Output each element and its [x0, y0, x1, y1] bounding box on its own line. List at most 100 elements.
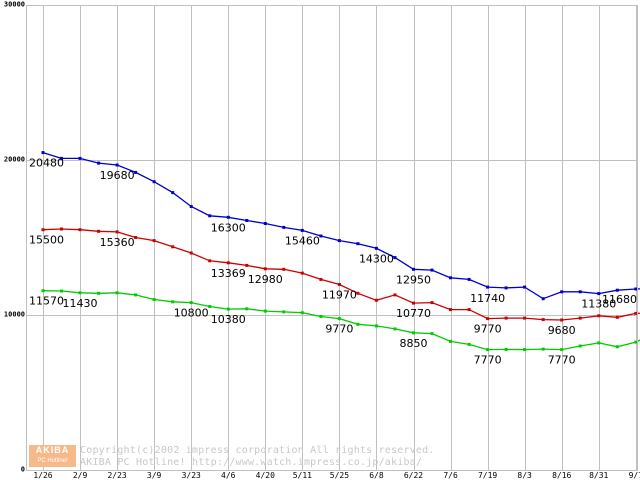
- data-point-blue: [319, 234, 323, 238]
- data-point-red: [560, 318, 564, 322]
- data-label-green: 9770: [325, 323, 353, 336]
- x-tick-label: 8/31: [589, 471, 608, 480]
- data-point-blue: [634, 287, 638, 291]
- x-tick-label: 2/23: [107, 471, 126, 480]
- y-tick-label: 20000: [4, 156, 25, 164]
- x-tick-label: 5/11: [293, 471, 312, 480]
- data-point-red: [374, 298, 378, 302]
- data-point-green: [634, 340, 638, 344]
- data-point-blue: [430, 268, 434, 272]
- data-point-red: [60, 227, 63, 231]
- data-point-red: [115, 230, 119, 234]
- data-point-red: [171, 245, 175, 249]
- data-point-red: [208, 259, 212, 263]
- x-tick-label: 6/8: [369, 471, 384, 480]
- data-point-green: [78, 291, 82, 295]
- data-point-green: [97, 291, 101, 295]
- data-point-green: [319, 315, 323, 318]
- data-point-red: [263, 267, 267, 271]
- data-point-green: [226, 307, 230, 311]
- data-point-green: [115, 291, 119, 295]
- data-point-blue: [245, 219, 249, 222]
- data-point-green: [449, 339, 452, 343]
- x-tick-label: 9/7: [629, 471, 640, 480]
- data-point-blue: [393, 256, 397, 260]
- x-tick-label: 7/19: [478, 471, 497, 480]
- data-label-green: 8850: [400, 337, 428, 350]
- data-point-blue: [208, 214, 212, 218]
- x-tick-label: 4/20: [256, 471, 275, 480]
- data-point-red: [615, 315, 619, 319]
- data-point-blue: [134, 170, 138, 174]
- data-point-red: [430, 301, 434, 305]
- data-point-green: [467, 342, 471, 346]
- data-label-blue: 11380: [581, 298, 616, 311]
- data-point-red: [41, 228, 45, 232]
- x-tick-label: 3/9: [147, 471, 162, 480]
- data-label-red: 12980: [248, 273, 283, 286]
- data-label-green: 11430: [63, 297, 98, 310]
- data-point-red: [486, 317, 490, 321]
- data-point-blue: [449, 276, 452, 280]
- data-point-green: [597, 341, 601, 345]
- data-point-red: [504, 316, 508, 320]
- data-point-blue: [374, 246, 378, 250]
- data-point-green: [263, 309, 267, 313]
- data-point-green: [245, 307, 249, 311]
- data-point-blue: [412, 267, 415, 271]
- x-tick-label: 1/26: [33, 471, 52, 480]
- data-label-red: 9770: [474, 323, 502, 336]
- data-point-green: [189, 301, 193, 305]
- data-point-blue: [60, 156, 63, 160]
- data-point-red: [319, 277, 323, 281]
- data-label-green: 10800: [174, 307, 209, 320]
- data-point-red: [337, 283, 341, 286]
- data-point-red: [245, 263, 249, 267]
- data-point-green: [134, 293, 138, 297]
- x-tick-label: 4/6: [221, 471, 236, 480]
- data-label-blue: 14300: [359, 252, 394, 265]
- data-point-green: [541, 347, 545, 351]
- data-point-red: [467, 308, 471, 312]
- data-label-green: 11570: [29, 295, 64, 308]
- data-point-blue: [282, 225, 286, 229]
- data-label-red: 11970: [322, 289, 357, 302]
- data-point-red: [189, 251, 193, 255]
- data-point-red: [523, 316, 527, 320]
- data-point-green: [504, 347, 508, 351]
- data-point-green: [486, 348, 490, 352]
- data-point-red: [449, 308, 452, 312]
- data-label-blue: 20480: [29, 157, 64, 170]
- data-point-blue: [226, 215, 230, 219]
- data-point-red: [597, 314, 601, 318]
- data-label-green: 7770: [474, 354, 502, 367]
- data-point-blue: [486, 285, 490, 289]
- data-point-blue: [300, 228, 304, 232]
- data-point-green: [412, 331, 415, 335]
- data-point-blue: [615, 288, 619, 292]
- data-point-blue: [523, 285, 527, 289]
- data-point-red: [78, 228, 82, 232]
- data-point-green: [60, 289, 63, 293]
- data-point-blue: [189, 205, 193, 208]
- data-point-blue: [504, 286, 508, 290]
- logo-top-text: AKIBA: [35, 445, 70, 455]
- data-point-blue: [78, 156, 82, 160]
- data-point-red: [226, 261, 230, 265]
- data-point-blue: [152, 180, 156, 184]
- site-url-text: AKIBA PC Hotline! http://www.watch.impre…: [80, 457, 423, 468]
- data-point-blue: [560, 290, 564, 294]
- x-tick-label: 8/16: [552, 471, 571, 480]
- data-point-blue: [41, 151, 45, 155]
- data-point-green: [374, 324, 378, 328]
- data-point-green: [152, 298, 156, 301]
- data-label-blue: 12950: [396, 273, 431, 286]
- data-point-green: [208, 305, 212, 308]
- data-label-blue: 15460: [285, 234, 320, 247]
- data-point-red: [541, 318, 545, 322]
- data-label-red: 13369: [211, 267, 246, 280]
- data-point-blue: [578, 290, 582, 294]
- x-tick-label: 8/3: [517, 471, 532, 480]
- data-label-blue: 11680: [602, 293, 637, 306]
